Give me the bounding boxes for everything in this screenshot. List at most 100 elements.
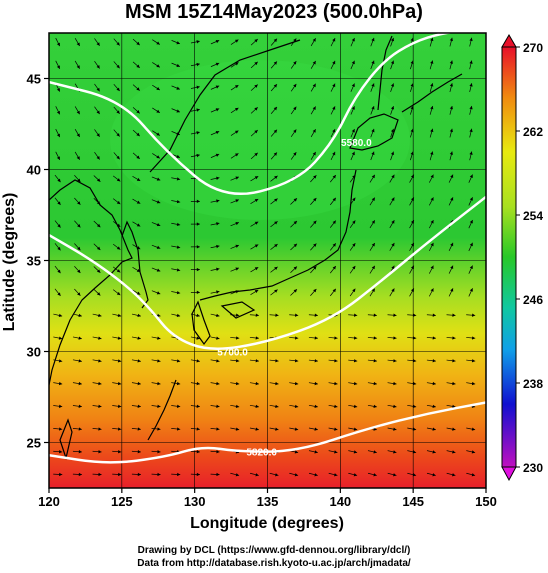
wind-arrow-head bbox=[117, 336, 122, 340]
coastline-ryukyu bbox=[147, 379, 177, 441]
x-tick-label: 125 bbox=[111, 494, 133, 509]
contour-label: 5580.0 bbox=[341, 138, 372, 149]
wind-arrow-head bbox=[116, 87, 120, 91]
wind-arrow-head bbox=[313, 197, 317, 202]
axis-ticks: 120 125 130 135 140 145 150 45 40 35 30 25 bbox=[27, 72, 497, 510]
y-tick-label: 25 bbox=[27, 436, 41, 451]
wind-arrow-head bbox=[96, 223, 101, 228]
wind-arrow-head bbox=[391, 197, 395, 201]
wind-arrow-head bbox=[96, 178, 101, 182]
wind-arrow-head bbox=[353, 336, 358, 340]
wind-arrow-head bbox=[275, 404, 279, 408]
wind-arrow-head bbox=[216, 267, 220, 271]
wind-arrow-head bbox=[137, 450, 141, 454]
wind-arrow-head bbox=[452, 427, 456, 431]
coastline-kurils bbox=[401, 73, 463, 113]
wind-arrow-head bbox=[215, 130, 220, 135]
wind-arrow-head bbox=[353, 404, 358, 408]
wind-arrow-head bbox=[77, 269, 81, 273]
wind-arrow-head bbox=[57, 246, 61, 251]
wind-arrow-head bbox=[235, 359, 240, 363]
height-contours: 5580.0 5700.0 5820.0 bbox=[49, 33, 486, 464]
wind-arrow-head bbox=[136, 41, 140, 46]
wind-arrow-head bbox=[254, 244, 259, 248]
wind-arrow-head bbox=[332, 151, 336, 156]
wind-arrow-head bbox=[354, 313, 358, 317]
coastline-manchuria bbox=[149, 39, 301, 173]
wind-arrow-head bbox=[273, 152, 277, 156]
wind-arrow-head bbox=[118, 450, 122, 454]
wind-arrow-head bbox=[373, 473, 377, 477]
wind-arrow-head bbox=[255, 404, 259, 408]
wind-arrow-head bbox=[196, 359, 200, 363]
wind-arrow-head bbox=[469, 151, 473, 155]
map-title: MSM 15Z14May2023 (500.0hPa) bbox=[125, 1, 423, 23]
wind-arrow-head bbox=[156, 64, 160, 68]
wind-arrow-head bbox=[254, 176, 259, 180]
wind-arrow-head bbox=[332, 266, 336, 270]
wind-arrow-head bbox=[176, 359, 181, 363]
wind-arrow-head bbox=[98, 336, 102, 340]
wind-arrow-head bbox=[98, 450, 102, 454]
wind-arrow-head bbox=[176, 268, 181, 272]
wind-arrow-head bbox=[312, 106, 316, 110]
contour-label: 5700.0 bbox=[217, 348, 248, 359]
wind-arrow-head bbox=[373, 359, 377, 363]
wind-arrow-head bbox=[235, 473, 240, 477]
wind-arrow-head bbox=[371, 128, 375, 133]
colorbar-body bbox=[501, 46, 517, 468]
colorbar-top-arrow bbox=[501, 34, 517, 48]
wind-arrow-head bbox=[452, 359, 456, 363]
wind-arrow-head bbox=[332, 175, 336, 179]
wind-arrow-head bbox=[390, 128, 395, 133]
wind-arrow-head bbox=[351, 37, 355, 42]
wind-arrow-head bbox=[234, 130, 239, 134]
wind-arrow-head bbox=[351, 151, 355, 156]
wind-arrow-head bbox=[452, 381, 456, 386]
wind-arrow-head bbox=[469, 242, 473, 247]
wind-arrow-head bbox=[96, 269, 101, 273]
footer-credit-drawing: Drawing by DCL (https://www.gfd-dennou.o… bbox=[137, 545, 411, 556]
wind-arrow-head bbox=[157, 472, 161, 477]
wind-arrow-head bbox=[156, 132, 160, 136]
wind-arrow-head bbox=[176, 109, 180, 113]
wind-arrow-head bbox=[332, 60, 336, 65]
footer-credit-data: Data from http://database.rish.kyoto-u.a… bbox=[137, 558, 411, 569]
wind-arrow-head bbox=[275, 359, 279, 363]
wind-arrow-head bbox=[471, 427, 476, 431]
wind-arrow-head bbox=[450, 174, 454, 179]
wind-arrow-head bbox=[430, 265, 434, 270]
wind-arrow-head bbox=[56, 88, 60, 92]
y-tick-label: 35 bbox=[27, 254, 41, 269]
wind-arrow-head bbox=[274, 266, 278, 271]
wind-arrow-head bbox=[216, 199, 220, 203]
wind-arrow-head bbox=[235, 404, 240, 408]
wind-arrow-head bbox=[332, 83, 336, 88]
wind-arrow-head bbox=[352, 288, 356, 293]
wind-arrow-head bbox=[294, 427, 299, 431]
wind-arrow-head bbox=[216, 359, 220, 363]
wind-arrow-head bbox=[215, 85, 220, 89]
wind-arrow-head bbox=[469, 105, 473, 110]
wind-arrow-head bbox=[332, 197, 336, 202]
wind-arrow-head bbox=[293, 152, 297, 156]
wind-arrow-head bbox=[255, 359, 259, 363]
wind-arrow-head bbox=[452, 336, 456, 340]
wind-arrow-head bbox=[351, 106, 355, 110]
wind-arrow-head bbox=[353, 381, 358, 386]
wind-arrow-head bbox=[332, 129, 336, 133]
wind-arrow-head bbox=[449, 128, 454, 133]
wind-arrow-head bbox=[176, 63, 180, 67]
wind-arrow-head bbox=[334, 336, 338, 340]
wind-arrow-head bbox=[469, 37, 473, 42]
wind-arrow-head bbox=[430, 220, 434, 224]
wind-arrow-head bbox=[156, 268, 161, 272]
wind-arrow-head bbox=[98, 313, 102, 318]
contour-line bbox=[49, 401, 486, 464]
wind-arrow-head bbox=[412, 473, 417, 477]
wind-arrow-head bbox=[196, 245, 200, 249]
wind-arrow-head bbox=[156, 155, 160, 159]
wind-arrow-head bbox=[391, 265, 395, 270]
wind-arrow-head bbox=[78, 359, 82, 363]
wind-arrow-head bbox=[176, 427, 181, 431]
